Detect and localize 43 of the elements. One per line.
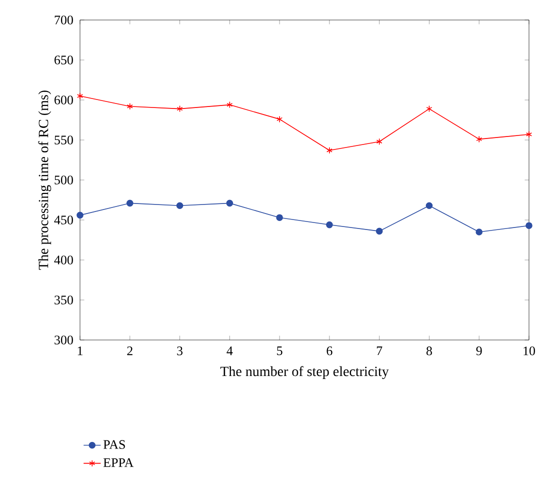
point: [526, 130, 532, 138]
x-tick-label: 2: [127, 346, 132, 356]
y-tick-label: 300: [54, 336, 73, 344]
point: [326, 146, 332, 154]
point: [126, 102, 133, 110]
point: [476, 136, 482, 143]
y-tick-label: 600: [54, 96, 73, 104]
x-tick-label: 7: [376, 346, 382, 356]
legend-label: PAS: [103, 440, 125, 449]
point: [526, 222, 532, 229]
point: [76, 212, 84, 219]
y-tick-label: 350: [54, 296, 73, 304]
x-tick-label: 3: [177, 346, 183, 356]
point: [326, 221, 333, 228]
y-tick-label: 550: [54, 136, 73, 144]
x-tick-label: 5: [277, 346, 282, 356]
point: [426, 202, 433, 209]
point: [176, 202, 184, 209]
point: [126, 200, 134, 207]
point: [376, 228, 383, 235]
point: [226, 101, 233, 108]
x-axis-title: The number of step electricity: [220, 366, 389, 380]
y-tick-label: 500: [54, 176, 73, 184]
point: [476, 228, 483, 236]
point: [176, 105, 183, 112]
y-tick-label: 400: [54, 256, 73, 264]
y-axis-title: The processing time of RC (ms): [38, 90, 52, 270]
x-tick-label: 1: [78, 346, 82, 356]
point: [77, 92, 83, 100]
x-tick-label: 10: [524, 346, 536, 356]
legend-label: EPPA: [103, 458, 134, 467]
y-tick-label: 650: [54, 56, 73, 64]
x-tick-label: 4: [226, 346, 233, 356]
point: [276, 116, 283, 123]
y-tick-label: 700: [54, 16, 73, 24]
y-tick-label: 450: [54, 216, 73, 224]
x-tick-label: 8: [426, 346, 432, 356]
x-tick-label: 6: [326, 346, 332, 356]
x-tick-label: 9: [476, 346, 482, 356]
point: [226, 200, 234, 207]
point: [276, 214, 283, 221]
point: [376, 138, 382, 145]
point: [426, 105, 432, 112]
